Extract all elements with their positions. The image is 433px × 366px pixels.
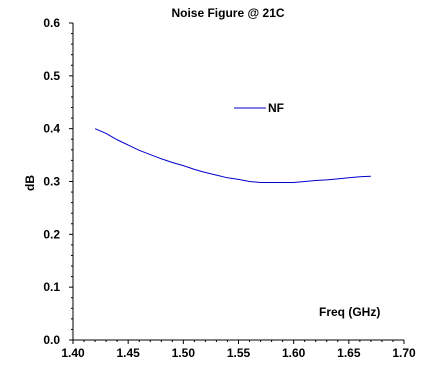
x-tick-label: 1.50 — [172, 346, 196, 360]
legend: NF — [234, 101, 284, 115]
x-axis-ticks: 1.40 1.45 1.50 1.55 1.60 1.65 1.70 — [61, 340, 416, 360]
y-tick-label: 0.6 — [43, 16, 60, 30]
chart-title: Noise Figure @ 21C — [171, 6, 284, 20]
y-tick-label: 0.5 — [43, 69, 60, 83]
x-tick-label: 1.55 — [227, 346, 251, 360]
x-tick-label: 1.65 — [337, 346, 361, 360]
x-tick-label: 1.60 — [282, 346, 306, 360]
y-tick-label: 0.4 — [43, 122, 60, 136]
x-tick-label: 1.70 — [392, 346, 416, 360]
plot-area — [72, 23, 404, 341]
y-axis-ticks: 0.0 0.1 0.2 0.3 0.4 0.5 0.6 — [43, 16, 73, 347]
series-line-nf — [94, 128, 371, 184]
y-tick-label: 0.3 — [43, 175, 60, 189]
y-axis-label: dB — [23, 175, 37, 191]
y-tick-label: 0.2 — [43, 227, 60, 241]
x-tick-label: 1.40 — [61, 346, 85, 360]
y-tick-label: 0.0 — [43, 333, 60, 347]
legend-label-nf: NF — [268, 101, 284, 115]
x-axis-label: Freq (GHz) — [319, 305, 380, 319]
x-tick-label: 1.45 — [116, 346, 140, 360]
y-tick-label: 0.1 — [43, 280, 60, 294]
